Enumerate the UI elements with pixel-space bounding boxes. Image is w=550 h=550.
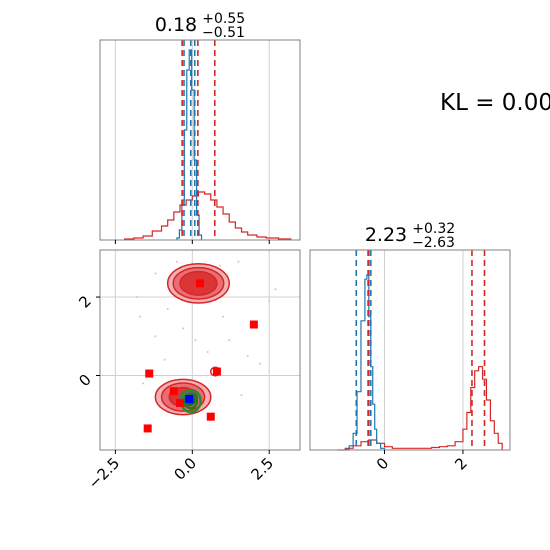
x2-tick-label: 2 bbox=[451, 454, 470, 473]
scatter-point bbox=[228, 339, 231, 342]
scatter-point bbox=[219, 264, 221, 267]
x1-tick-label: −2.5 bbox=[85, 454, 123, 492]
scatter-point bbox=[154, 335, 157, 338]
scatter-point bbox=[237, 260, 240, 263]
marginal-x1-red-histogram bbox=[124, 191, 292, 240]
marginal-x1-grid bbox=[114, 40, 270, 240]
scatter-point bbox=[142, 382, 145, 385]
marginal-x1-frame bbox=[99, 39, 301, 241]
y2-tick-label: 2 bbox=[75, 292, 94, 311]
red-marker bbox=[249, 320, 258, 329]
marginal-x1-panel bbox=[99, 39, 301, 244]
y2-tick-label: 0 bbox=[75, 371, 94, 390]
red-marker bbox=[196, 279, 204, 288]
scatter-point bbox=[163, 358, 166, 361]
scatter-point bbox=[246, 354, 249, 357]
marginal-x2-title-upper: +0.32 bbox=[412, 221, 455, 237]
marginal-x2-frame bbox=[309, 249, 511, 451]
joint-panel bbox=[96, 249, 301, 454]
red-marker bbox=[176, 398, 184, 407]
blue-marker bbox=[185, 395, 194, 404]
marginal-x2-background bbox=[310, 250, 510, 450]
red-marker bbox=[143, 424, 152, 433]
red-marker bbox=[206, 412, 215, 421]
marginal-x1-title: 0.18 +0.55 bbox=[155, 11, 245, 36]
joint-scatter-points bbox=[135, 260, 277, 397]
scatter-point bbox=[222, 315, 225, 318]
x1-tick-label: 0.0 bbox=[171, 454, 201, 484]
scatter-point bbox=[166, 307, 169, 310]
marginal-x1-title-upper: +0.55 bbox=[202, 11, 245, 27]
marginal-x1-ticks bbox=[114, 240, 270, 244]
scatter-point bbox=[139, 315, 141, 318]
marginal-x2-title: 2.23 +0.32 bbox=[365, 221, 455, 246]
red-marker bbox=[212, 367, 221, 376]
joint-frame bbox=[99, 249, 301, 451]
green-contour bbox=[183, 392, 199, 410]
scatter-point bbox=[194, 339, 197, 342]
red-marker bbox=[145, 369, 154, 378]
marginal-x1-quantile-lines bbox=[181, 40, 216, 240]
marginal-x2-grid bbox=[384, 250, 464, 450]
marginal-x2-panel bbox=[309, 249, 511, 454]
x2-tick-label: 0 bbox=[373, 454, 392, 473]
marginal-x1-background bbox=[100, 40, 300, 240]
marginal-x1-title-lower: −0.51 bbox=[202, 25, 245, 41]
marginal-x2-title-lower: −2.63 bbox=[412, 235, 455, 251]
scatter-point bbox=[182, 327, 185, 330]
scatter-point bbox=[154, 272, 157, 275]
red-marker bbox=[169, 387, 178, 396]
scatter-point bbox=[268, 299, 271, 302]
scatter-point bbox=[206, 350, 209, 353]
scatter-point bbox=[259, 362, 261, 365]
scatter-point bbox=[240, 394, 243, 397]
joint-ticks bbox=[96, 296, 270, 454]
scatter-point bbox=[274, 288, 277, 291]
marginal-x2-title-value: 2.23 bbox=[365, 224, 407, 246]
scatter-point bbox=[135, 296, 138, 299]
marginal-x1-title-value: 0.18 bbox=[155, 14, 197, 36]
kl-divergence-label: KL = 0.00 bbox=[440, 90, 550, 116]
marginal-x2-quantile-lines bbox=[355, 250, 486, 450]
scatter-point bbox=[175, 260, 178, 263]
marginal-x2-ticks bbox=[384, 450, 464, 454]
x1-tick-label: 2.5 bbox=[247, 454, 277, 484]
joint-markers bbox=[143, 279, 258, 433]
